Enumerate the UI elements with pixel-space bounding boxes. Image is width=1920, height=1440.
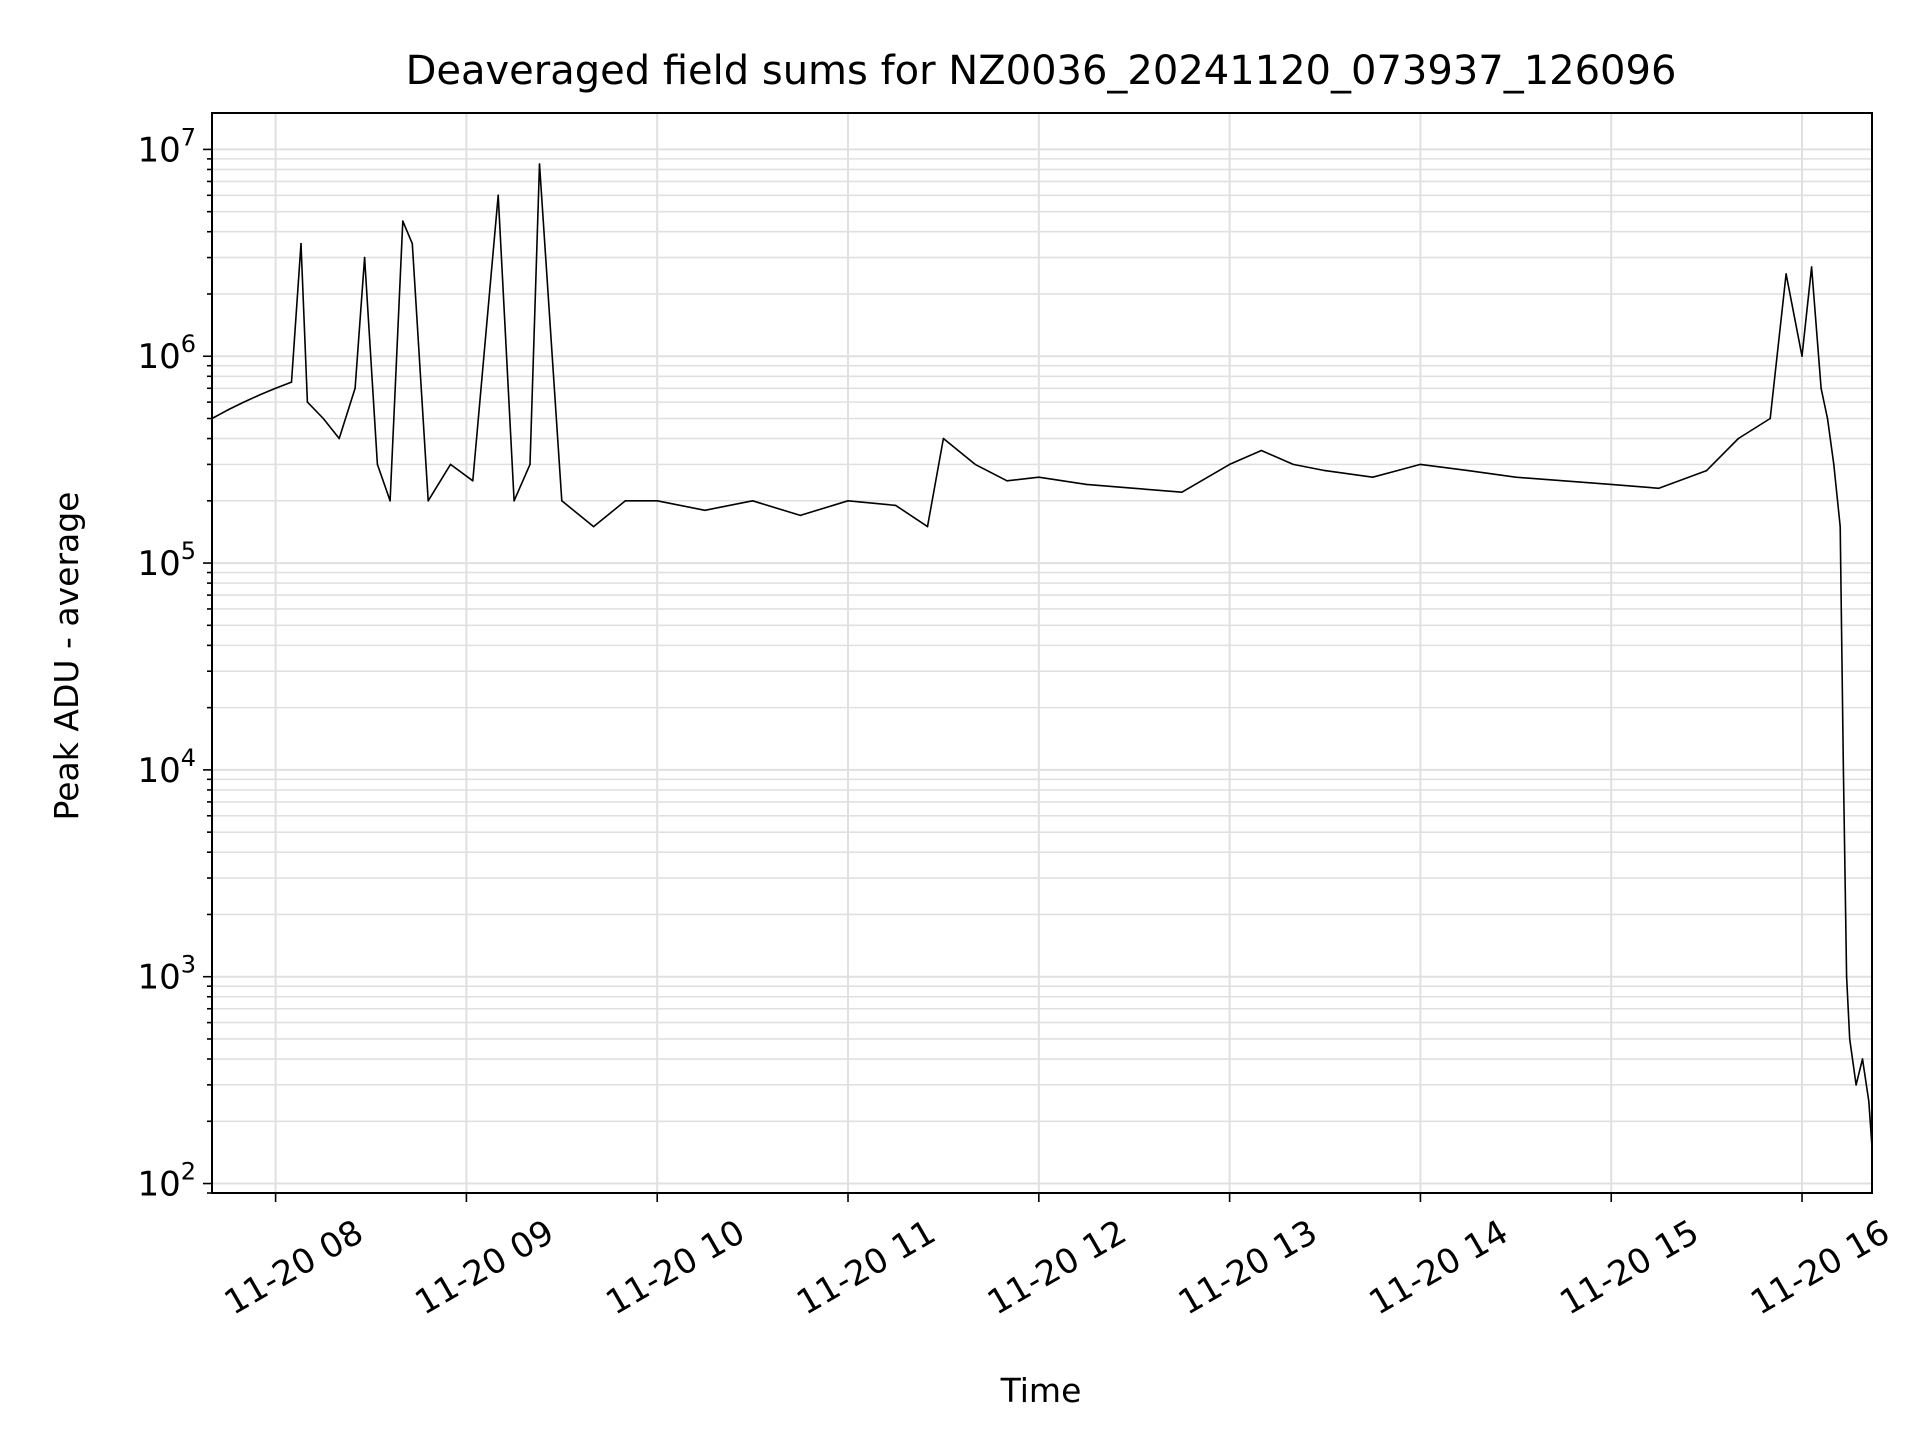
data-point <box>1260 449 1263 452</box>
y-tick-exponent: 5 <box>181 537 196 565</box>
data-point <box>243 401 245 403</box>
y-tick-exponent: 4 <box>181 744 196 772</box>
y-axis-label: Peak ADU - average <box>47 492 86 821</box>
y-tick-label: 107 <box>137 123 196 170</box>
data-point <box>942 437 945 440</box>
tick-marks <box>203 148 1803 1202</box>
data-point <box>1845 975 1848 978</box>
data-point <box>1515 476 1517 479</box>
data-point <box>376 463 379 466</box>
data-point <box>1133 487 1136 490</box>
data-point <box>411 242 414 245</box>
data-point <box>1324 469 1326 472</box>
data-point <box>926 525 929 528</box>
y-tick-label: 105 <box>137 537 196 584</box>
y-tick-base: 10 <box>137 130 180 170</box>
data-point <box>1769 417 1772 420</box>
data-point <box>1868 1100 1870 1103</box>
data-point <box>363 256 366 259</box>
data-point <box>1658 487 1660 490</box>
x-axis-label: Time <box>1000 1371 1082 1410</box>
data-point <box>402 220 404 222</box>
grid-lines <box>212 113 1872 1194</box>
data-point <box>656 500 659 502</box>
data-point <box>1562 479 1565 482</box>
data-point <box>1085 483 1088 486</box>
chart-title: Deaveraged field sums for NZ0036_2024112… <box>406 48 1677 94</box>
data-point <box>751 500 754 502</box>
data-point <box>894 504 897 507</box>
data-point <box>538 163 541 165</box>
data-point <box>1839 525 1841 528</box>
data-point <box>1801 355 1803 358</box>
data-point <box>704 509 706 512</box>
data-point <box>258 394 261 396</box>
data-point <box>1737 437 1740 440</box>
data-point <box>1181 491 1183 494</box>
data-point <box>338 437 341 440</box>
y-tick-base: 10 <box>137 1165 180 1205</box>
data-point <box>1371 476 1374 479</box>
y-tick-base: 10 <box>137 544 180 584</box>
data-point <box>1292 463 1295 466</box>
data-point <box>799 514 802 517</box>
data-point <box>274 387 277 390</box>
data-point <box>1861 1058 1864 1060</box>
data-point <box>561 500 563 502</box>
data-point <box>847 500 849 502</box>
data-point <box>227 409 229 411</box>
y-tick-label: 106 <box>137 330 196 377</box>
y-tick-exponent: 3 <box>181 951 196 979</box>
data-point <box>1228 463 1231 466</box>
y-tick-base: 10 <box>137 958 180 998</box>
data-point <box>1785 273 1787 275</box>
data-point <box>322 417 325 420</box>
y-tick-label: 102 <box>137 1158 196 1205</box>
series-line <box>211 163 1873 1148</box>
data-point <box>1810 266 1813 268</box>
data-point <box>1820 387 1822 390</box>
data-point <box>1826 417 1829 420</box>
data-point <box>1848 1038 1851 1040</box>
y-tick-base: 10 <box>137 337 180 377</box>
plot-frame <box>211 112 1873 1194</box>
data-point <box>1610 483 1613 486</box>
data-point <box>529 463 531 466</box>
data-point <box>427 500 430 502</box>
data-point <box>497 194 500 197</box>
data-point <box>624 500 627 502</box>
data-point <box>471 479 474 482</box>
y-tick-label: 103 <box>137 951 196 998</box>
data-point <box>1467 469 1469 472</box>
data-point <box>1419 463 1422 466</box>
data-point <box>1006 479 1008 482</box>
y-tick-base: 10 <box>137 751 180 791</box>
y-tick-exponent: 6 <box>181 330 196 358</box>
y-tick-exponent: 7 <box>181 123 196 151</box>
data-point <box>1833 463 1835 466</box>
data-point <box>1855 1084 1857 1086</box>
data-point <box>592 525 595 528</box>
data-point <box>974 463 977 466</box>
data-point <box>354 387 356 390</box>
data-point <box>449 463 452 466</box>
data-point <box>513 500 515 502</box>
data-point <box>389 500 391 502</box>
data-point <box>1038 476 1040 479</box>
data-point <box>1842 769 1845 771</box>
y-tick-label: 104 <box>137 744 196 791</box>
data-point <box>300 242 302 245</box>
data-point <box>290 381 293 383</box>
series-layer <box>211 163 1873 1148</box>
data-point <box>1705 469 1708 472</box>
y-tick-exponent: 2 <box>181 1158 196 1186</box>
data-point <box>306 401 309 403</box>
